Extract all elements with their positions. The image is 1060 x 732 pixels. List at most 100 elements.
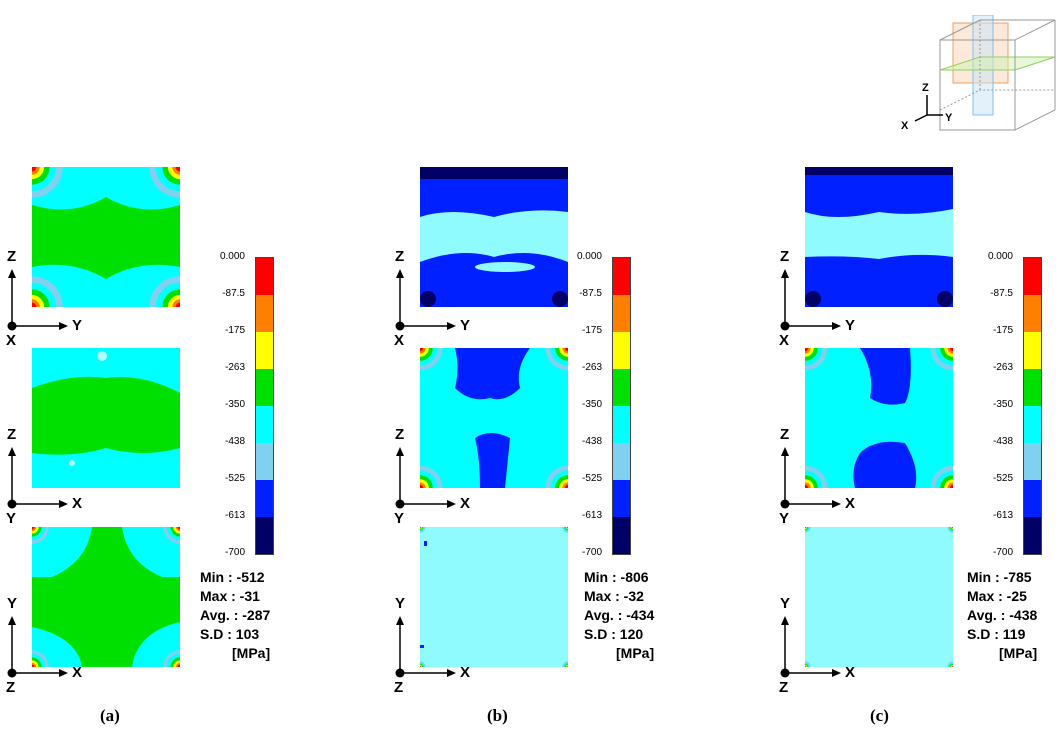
colorbar-tick: 0.000 [987, 251, 1013, 262]
stat-min: Min : -512 [200, 569, 265, 585]
stat-sd: S.D : 119 [967, 626, 1026, 642]
colorbar-band [256, 480, 273, 517]
colorbar-tick: -700 [992, 547, 1013, 558]
colorbar-tick: -175 [992, 325, 1013, 336]
colorbar-band [1024, 517, 1041, 554]
colorbar-tick: -613 [992, 510, 1013, 521]
colorbar-band [1024, 332, 1041, 369]
axis-label-right: X [845, 664, 856, 681]
panel-caption: (c) [870, 706, 889, 725]
contour-map-zy [32, 167, 180, 307]
colorbar-tick: -350 [224, 399, 245, 410]
colorbar-tick: -438 [992, 436, 1013, 447]
axis-label-out: Z [6, 679, 16, 696]
axis-label-up: Z [780, 248, 790, 265]
colorbar-band [1024, 443, 1041, 480]
axis-label-right: X [845, 495, 856, 512]
axis-triad-icon [395, 616, 456, 678]
colorbar-band [1024, 369, 1041, 406]
colorbar-tick: -438 [581, 436, 602, 447]
axis-triad-icon [395, 447, 456, 509]
stat-avg: Avg. : -438 [967, 607, 1038, 623]
axis-label-up: Z [7, 426, 17, 443]
stat-max: Max : -31 [200, 588, 260, 604]
contour-map-zx [32, 348, 180, 488]
axis-label-out: X [6, 332, 17, 349]
colorbar-tick: -175 [581, 325, 602, 336]
colorbar-band [1024, 406, 1041, 443]
axis-label-up: Z [395, 426, 405, 443]
stat-unit: [MPa] [616, 645, 655, 661]
cube-axis-y: Y [945, 112, 953, 124]
colorbar-band [613, 406, 630, 443]
colorbar-tick: -87.5 [990, 288, 1013, 299]
colorbar-tick: -87.5 [579, 288, 602, 299]
axis-triad-icon [780, 616, 841, 678]
contour-map-zy [420, 167, 568, 307]
axis-triad-icon [7, 269, 68, 331]
axis-label-out: Y [6, 510, 17, 527]
colorbar-tick: -175 [224, 325, 245, 336]
axis-triad-icon [780, 447, 841, 509]
colorbar-tick: 0.000 [576, 251, 602, 262]
contour-map-yx [420, 527, 568, 667]
stat-sd: S.D : 120 [584, 626, 644, 642]
colorbar-band [256, 258, 273, 295]
colorbar-tick: -700 [224, 547, 245, 558]
panel-caption: (b) [487, 706, 508, 725]
colorbar-band [613, 295, 630, 332]
colorbar-tick: -87.5 [222, 288, 245, 299]
colorbar-tick: -350 [992, 399, 1013, 410]
cube-axis-z: Z [922, 82, 929, 94]
colorbar-band [1024, 295, 1041, 332]
colorbar-band [256, 332, 273, 369]
contour-map-zx [805, 348, 953, 488]
colorbar [1023, 257, 1042, 555]
colorbar-tick: -263 [992, 362, 1013, 373]
axis-label-right: X [460, 664, 471, 681]
axis-label-out: Y [779, 510, 790, 527]
contour-map-zx [420, 348, 568, 488]
panel-caption: (a) [100, 706, 120, 725]
axis-triad-icon [395, 269, 456, 331]
colorbar-band [256, 295, 273, 332]
axis-label-out: X [779, 332, 790, 349]
stat-unit: [MPa] [999, 645, 1038, 661]
colorbar-tick: -613 [224, 510, 245, 521]
axis-triad-icon [7, 616, 68, 678]
axis-label-right: Y [72, 317, 83, 334]
cube-axis-x: X [901, 120, 909, 132]
axis-label-up: Z [7, 248, 17, 265]
axis-triad-icon [780, 269, 841, 331]
colorbar-tick: -613 [581, 510, 602, 521]
colorbar-band [256, 369, 273, 406]
contour-map-yx [805, 527, 953, 667]
axis-label-out: Z [394, 679, 404, 696]
axis-label-up: Y [395, 595, 406, 612]
colorbar-tick: -350 [581, 399, 602, 410]
cube-orientation-icon: Z Y X [901, 15, 1056, 132]
stat-unit: [MPa] [232, 645, 271, 661]
axis-label-right: Y [845, 317, 856, 334]
colorbar-band [613, 443, 630, 480]
stat-avg: Avg. : -287 [200, 607, 271, 623]
axis-label-right: X [460, 495, 471, 512]
colorbar-band [613, 369, 630, 406]
stat-min: Min : -806 [584, 569, 649, 585]
colorbar-band [613, 332, 630, 369]
colorbar-band [256, 517, 273, 554]
contour-map-yx [32, 527, 180, 667]
axis-triad-icon [7, 447, 68, 509]
axis-label-right: X [72, 664, 83, 681]
contour-map-zy [805, 167, 953, 307]
colorbar-tick: -700 [581, 547, 602, 558]
colorbar-band [613, 517, 630, 554]
axis-label-up: Z [780, 426, 790, 443]
colorbar [255, 257, 274, 555]
stat-min: Min : -785 [967, 569, 1032, 585]
axis-label-up: Y [780, 595, 791, 612]
stat-sd: S.D : 103 [200, 626, 260, 642]
colorbar-tick: -438 [224, 436, 245, 447]
colorbar-band [1024, 258, 1041, 295]
